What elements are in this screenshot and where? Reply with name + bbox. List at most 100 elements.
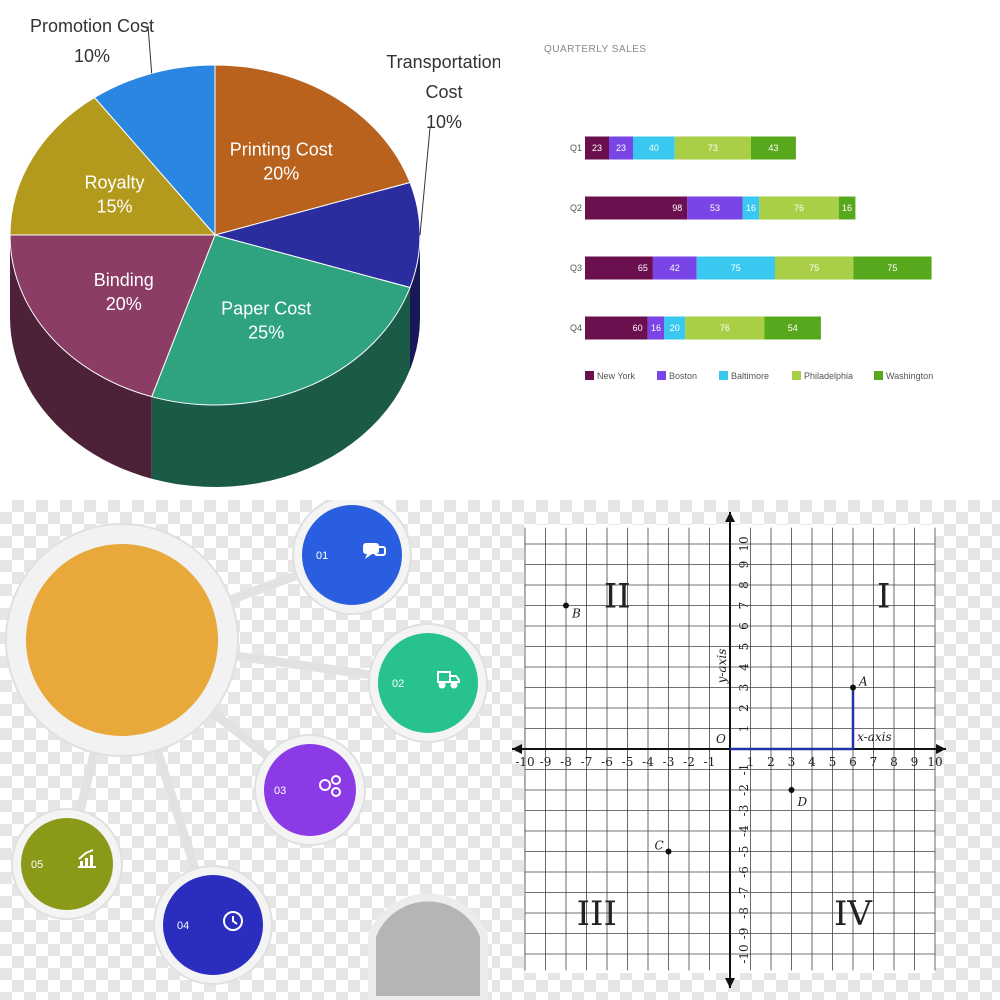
data-label-washington-q3: 75 xyxy=(887,263,897,273)
node-number-02: 02 xyxy=(392,678,404,690)
data-label-philadelphia-q4: 76 xyxy=(720,323,730,333)
y-tick-label: -9 xyxy=(737,928,751,940)
data-label-new-york-q3: 65 xyxy=(638,263,648,273)
x-tick-label: -8 xyxy=(560,755,572,769)
legend-label-philadelphia: Philadelphia xyxy=(804,371,853,381)
pie-chart-panel: Printing Cost 20% Transportation Cost 10% Pap… xyxy=(0,0,500,500)
quadrant-label-2: II xyxy=(604,576,631,616)
circles-icon xyxy=(319,775,341,797)
pie-side-transportation-cost xyxy=(410,235,420,370)
data-label-baltimore-q1: 40 xyxy=(649,143,659,153)
pie-label-transportation-cost: Transportation xyxy=(386,52,500,72)
bar-washington-q3 xyxy=(853,256,932,280)
leader-line-promotion-cost xyxy=(147,25,153,74)
pie-slice-promotion-cost xyxy=(93,64,216,237)
x-tick-label: 3 xyxy=(788,755,796,769)
coordinate-plane: -10 -9 -8 -7 -6 -5 -4 -3 -2 -1 1 2 3 4 5 6 7 8 9 10-10-9-8-… xyxy=(512,512,946,988)
point-a xyxy=(850,684,856,691)
pie-chart: Printing Cost 20% Transportation Cost 10% Pap… xyxy=(9,16,500,487)
leader-line-transportation-cost xyxy=(419,127,431,236)
pie-label-transportation-cost-2: Cost xyxy=(425,82,462,102)
y-tick-label: -6 xyxy=(737,866,751,878)
pie-label-royalty: Royalty xyxy=(84,173,144,193)
node-number-01: 01 xyxy=(316,550,328,562)
y-tick-label: -1 xyxy=(737,764,751,776)
bar-chart-panel: QUARTERLY SALES Q1 23 23 40 73 43 Q2 98 53 16 76 16… xyxy=(500,0,1000,500)
chart-title: QUARTERLY SALES xyxy=(544,44,647,55)
gray-placeholder-shape xyxy=(368,893,488,1000)
pie-side-binding xyxy=(10,235,152,479)
bar-washington-q4 xyxy=(764,316,821,340)
y-axis-arrow-up xyxy=(725,512,735,522)
data-label-washington-q1: 43 xyxy=(768,143,778,153)
quadrant-label-1: I xyxy=(877,576,890,616)
pie-slice-paper-cost xyxy=(151,234,411,406)
data-label-new-york-q1: 23 xyxy=(592,143,602,153)
legend-swatch-philadelphia xyxy=(792,371,801,380)
infographic-panel: 01 02 03 04 05 xyxy=(0,500,500,1000)
clock-icon xyxy=(223,911,243,931)
x-tick-label: -7 xyxy=(581,755,593,769)
data-label-new-york-q2: 98 xyxy=(672,203,682,213)
point-label-a: A xyxy=(858,675,868,689)
data-label-philadelphia-q1: 73 xyxy=(708,143,718,153)
pie-slice-transportation-cost xyxy=(213,181,421,289)
bar-washington-q1 xyxy=(751,136,796,160)
pie-slice-royalty xyxy=(9,96,217,236)
legend-swatch-new-york xyxy=(585,371,594,380)
node-circle-01 xyxy=(302,505,402,605)
pie-value-promotion-cost: 10% xyxy=(74,46,110,66)
data-label-philadelphia-q2: 76 xyxy=(794,203,804,213)
origin-label: O xyxy=(716,732,726,746)
data-label-new-york-q4: 60 xyxy=(633,323,643,333)
growth-chart-icon xyxy=(78,849,96,868)
infographic: 01 02 03 04 05 xyxy=(5,500,488,1000)
y-tick-label: 8 xyxy=(737,581,751,589)
legend-label-baltimore: Baltimore xyxy=(731,371,769,381)
bar-baltimore-q2 xyxy=(742,196,760,220)
legend-label-boston: Boston xyxy=(669,371,697,381)
y-tick-label: 10 xyxy=(737,536,751,551)
bar-baltimore-q1 xyxy=(633,136,675,160)
bar-new-york-q1 xyxy=(585,136,609,160)
x-tick-label: -6 xyxy=(601,755,613,769)
point-label-d: D xyxy=(797,795,808,809)
x-tick-label: 5 xyxy=(829,755,837,769)
legend-swatch-baltimore xyxy=(719,371,728,380)
data-label-baltimore-q2: 16 xyxy=(746,203,756,213)
pie-slice-printing-cost xyxy=(214,64,411,236)
bar-philadelphia-q3 xyxy=(775,256,854,280)
y-axis-arrow-down xyxy=(725,978,735,988)
x-tick-label: 9 xyxy=(911,755,919,769)
bar-philadelphia-q4 xyxy=(685,316,765,340)
x-tick-label: 1 xyxy=(747,755,755,769)
quadrant-label-3: III xyxy=(577,894,617,934)
legend-label-washington: Washington xyxy=(886,371,933,381)
pie-slice-binding xyxy=(9,234,216,398)
node-number-03: 03 xyxy=(274,785,286,797)
x-tick-label: -9 xyxy=(540,755,552,769)
category-label-q3: Q3 xyxy=(570,263,582,273)
bar-new-york-q4 xyxy=(585,316,648,340)
point-b xyxy=(563,602,569,609)
bar-boston-q3 xyxy=(652,256,697,280)
y-tick-label: 2 xyxy=(737,704,751,712)
legend-label-new-york: New York xyxy=(597,371,636,381)
point-c xyxy=(665,848,672,855)
y-tick-label: -2 xyxy=(737,784,751,796)
pie-label-paper-cost: Paper Cost xyxy=(221,298,311,318)
data-label-baltimore-q3: 75 xyxy=(731,263,741,273)
legend-swatch-washington xyxy=(874,371,883,380)
x-tick-label: -10 xyxy=(515,755,534,769)
point-d xyxy=(788,787,795,793)
quadrant-label-4: IV xyxy=(834,894,873,934)
data-label-washington-q4: 54 xyxy=(788,323,798,333)
x-tick-label: 8 xyxy=(890,755,898,769)
legend-swatch-boston xyxy=(657,371,666,380)
y-tick-label: 6 xyxy=(737,622,751,630)
category-label-q4: Q4 xyxy=(570,323,582,333)
coordinate-plane-panel: -10 -9 -8 -7 -6 -5 -4 -3 -2 -1 1 2 3 4 5 6 7 8 9 10 -10 -9 -8-… xyxy=(500,500,1000,1000)
node-circle-04 xyxy=(163,875,263,975)
y-tick-label: 1 xyxy=(737,725,751,733)
node-number-04: 04 xyxy=(177,920,189,932)
